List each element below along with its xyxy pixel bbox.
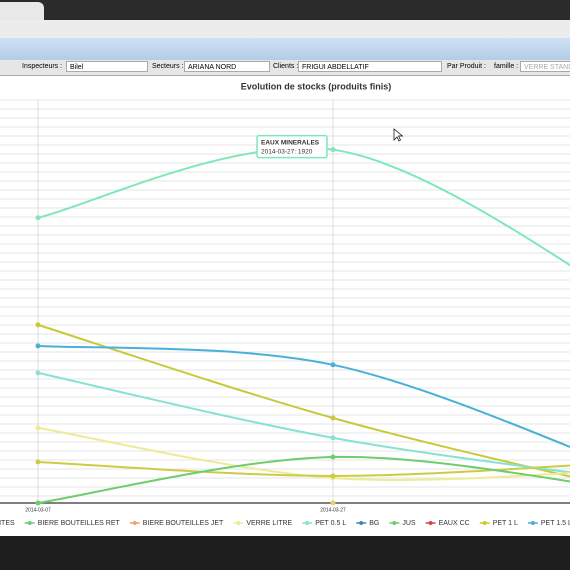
cursor	[393, 128, 404, 142]
legend-label: VERRE LITRE	[246, 520, 292, 527]
tooltip-value: 1920	[298, 148, 313, 155]
legend-dot	[305, 521, 310, 525]
legend-label: BOITES	[0, 520, 15, 527]
legend-dot	[27, 521, 32, 525]
tab[interactable]	[0, 2, 44, 20]
chart: Evolution de stocks (produits finis) 201…	[0, 76, 570, 536]
point	[35, 500, 41, 506]
x-tick-label: 2014-03-07	[25, 507, 51, 513]
select[interactable]: Bilel	[66, 61, 148, 72]
address-bar	[0, 20, 570, 39]
legend-dot	[428, 521, 433, 525]
tooltip-box	[256, 134, 328, 159]
point	[330, 435, 336, 441]
point	[330, 473, 336, 479]
point	[330, 362, 336, 368]
legend-label: BIERE BOUTEILLES RET	[38, 520, 121, 527]
label: Secteurs :	[152, 63, 184, 70]
filter-toolbar: Inspecteurs : Bilel Secteurs : ARIANA NO…	[0, 60, 570, 76]
point	[330, 415, 336, 421]
legend-label: PET 0.5 L	[315, 520, 346, 527]
select[interactable]: ARIANA NORD	[184, 61, 270, 72]
legend-dot	[392, 521, 397, 525]
point	[330, 147, 336, 153]
tooltip-text: 2014-03-27: 1920	[261, 148, 313, 155]
legend-dot	[359, 521, 364, 525]
tooltip: EAUX MINERALES 2014-03-27: 1920	[256, 134, 328, 159]
point	[35, 343, 41, 349]
point	[35, 370, 41, 376]
legend-dot	[132, 521, 137, 525]
legend-label: JUS	[402, 520, 416, 527]
header-band	[0, 38, 570, 60]
legend-label: EAUX CC	[439, 520, 470, 527]
label: Clients :	[273, 63, 299, 70]
tooltip-title: EAUX MINERALES	[261, 139, 320, 146]
legend-dot	[530, 521, 535, 525]
legend-label: PET 1.5 L	[541, 520, 570, 527]
chart-title: Evolution de stocks (produits finis)	[241, 81, 392, 91]
legend-dot	[482, 521, 487, 525]
legend-label: PET 1 L	[493, 520, 518, 527]
label: Par Produit :	[447, 63, 486, 70]
select[interactable]: VERRE STANDA	[520, 61, 570, 72]
label: Inspecteurs :	[22, 63, 63, 70]
point	[35, 215, 41, 221]
point	[35, 459, 41, 465]
x-tick	[330, 500, 336, 506]
legend-label: BIERE BOUTEILLES JET	[143, 520, 224, 527]
legend-label: BG	[369, 520, 379, 527]
x-tick-label: 2014-03-27	[320, 507, 346, 513]
tooltip-date: 2014-03-27	[261, 148, 295, 155]
legend-dot	[236, 521, 241, 525]
label: famille :	[494, 63, 519, 70]
select[interactable]: FRIGUI ABDELLATIF	[298, 61, 442, 72]
point	[330, 454, 336, 460]
point	[35, 322, 41, 328]
browser-tabs	[0, 0, 570, 20]
point	[35, 425, 41, 431]
